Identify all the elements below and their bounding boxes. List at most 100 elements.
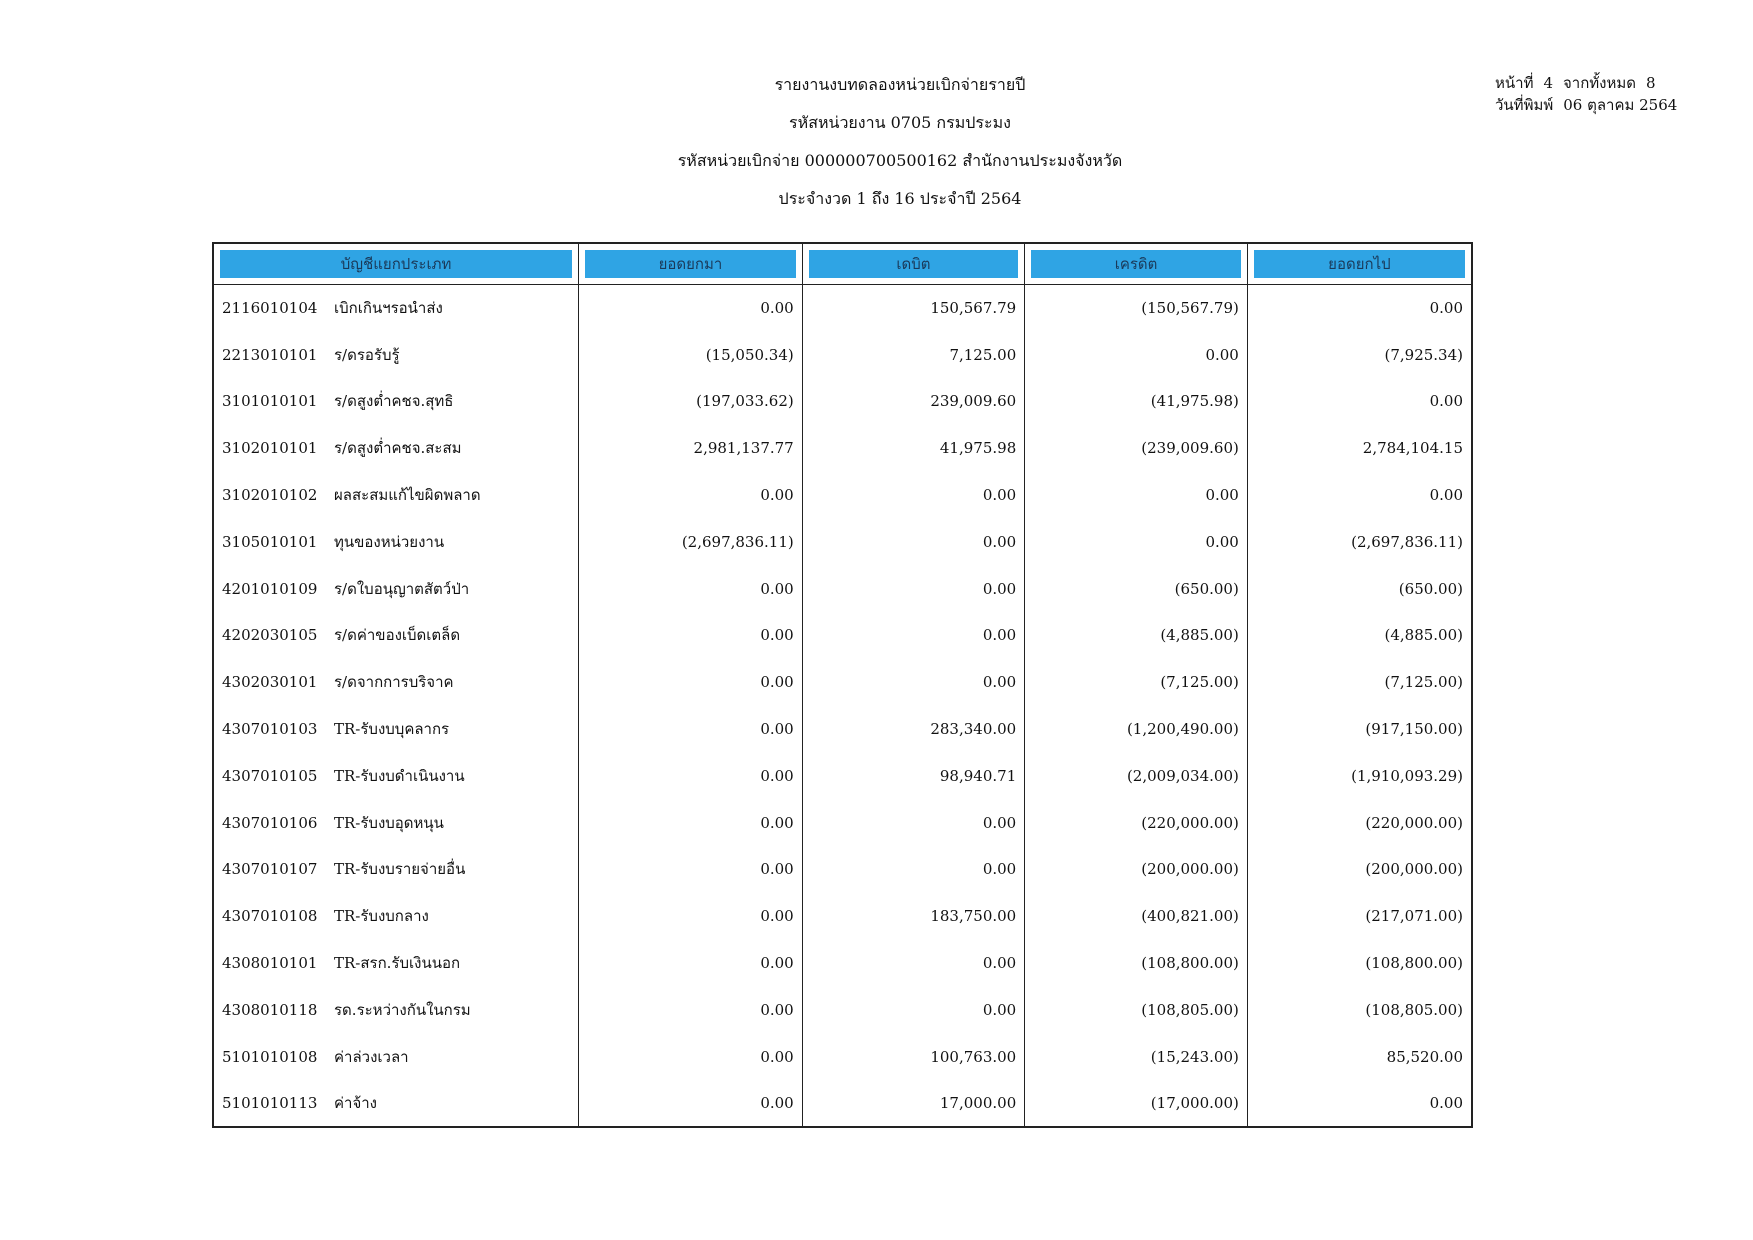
account-code: 3101010101 [222,392,318,411]
account-name: เบิกเกินฯรอนำส่ง [334,299,443,318]
account-cell: 4308010118 รด.ระหว่างกันในกรม [212,986,580,1034]
credit-cell: 0.00 [1024,471,1248,519]
carried-forward-cell: 2,784,104.15 [1246,424,1473,472]
column-header-account: บัญชีแยกประเภท [212,242,580,285]
brought-forward-cell: 0.00 [578,284,803,332]
column-header-credit: เครดิต [1024,242,1248,285]
account-code: 3102010102 [222,486,318,505]
credit-cell: (239,009.60) [1024,424,1248,472]
column-header-debit: เดบิต [801,242,1026,285]
table-row: 4307010105 TR-รับงบดำเนินงาน 0.00 98,940.71… [212,752,1473,800]
debit-cell: 0.00 [801,658,1026,706]
account-name: ร/ดจากการบริจาค [334,673,454,692]
credit-cell: 0.00 [1024,331,1248,379]
report-header: รายงานงบทดลองหน่วยเบิกจ่ายรายปี รหัสหน่ว… [500,66,1300,218]
brought-forward-cell: 0.00 [578,471,803,519]
brought-forward-cell: 0.00 [578,1080,803,1127]
account-cell: 4202030105 ร/ดค่าของเบ็ดเตล็ด [212,612,580,659]
account-code: 4308010101 [222,954,318,973]
table-row: 4202030105 ร/ดค่าของเบ็ดเตล็ด 0.00 0.00 (4,8… [212,612,1473,659]
agency-code: รหัสหน่วยงาน 0705 กรมประมง [789,113,1011,132]
table-row: 3102010101 ร/ดสูงต่ำคชจ.สะสม 2,981,137.77 4… [212,424,1473,472]
carried-forward-cell: (2,697,836.11) [1246,518,1473,566]
total-label: จากทั้งหมด [1563,74,1637,92]
table-row: 3105010101 ทุนของหน่วยงาน (2,697,836.11) 0.… [212,518,1473,566]
account-name: ร/ดค่าของเบ็ดเตล็ด [334,626,461,645]
credit-cell: (400,821.00) [1024,892,1248,940]
carried-forward-cell: 85,520.00 [1246,1033,1473,1081]
brought-forward-cell: (2,697,836.11) [578,518,803,566]
account-cell: 3102010102 ผลสะสมแก้ไขผิดพลาด [212,471,580,519]
credit-cell: (2,009,034.00) [1024,752,1248,800]
account-cell: 3101010101 ร/ดสูงต่ำคชจ.สุทธิ [212,378,580,425]
debit-cell: 7,125.00 [801,331,1026,379]
account-name: ค่าล่วงเวลา [334,1047,409,1066]
carried-forward-cell: 0.00 [1246,1080,1473,1127]
credit-cell: (200,000.00) [1024,846,1248,893]
column-header-brought-forward: ยอดยกมา [578,242,803,285]
carried-forward-cell: (220,000.00) [1246,799,1473,847]
credit-cell: 0.00 [1024,518,1248,566]
account-code: 4307010105 [222,766,318,785]
credit-cell: (650.00) [1024,565,1248,613]
carried-forward-cell: (108,800.00) [1246,939,1473,987]
table-row: 4307010107 TR-รับงบรายจ่ายอื่น 0.00 0.00 (20… [212,846,1473,893]
brought-forward-cell: 2,981,137.77 [578,424,803,472]
account-name: ร/ดรอรับรู้ [334,345,400,364]
account-name: ร/ดสูงต่ำคชจ.สะสม [334,439,462,458]
table-row: 3102010102 ผลสะสมแก้ไขผิดพลาด 0.00 0.00 0.00… [212,471,1473,519]
table-row: 4302030101 ร/ดจากการบริจาค 0.00 0.00 (7,125.… [212,658,1473,706]
table-row: 4201010109 ร/ดใบอนุญาตสัตว์ป่า 0.00 0.00 (65… [212,565,1473,613]
print-date: 06 ตุลาคม 2564 [1563,96,1678,114]
page-number-row: หน้าที่ 4 จากทั้งหมด 8 [1495,72,1725,94]
carried-forward-cell: (200,000.00) [1246,846,1473,893]
account-name: ผลสะสมแก้ไขผิดพลาด [334,486,481,505]
table-row: 2213010101 ร/ดรอรับรู้ (15,050.34) 7,125.00… [212,331,1473,379]
account-code: 4202030105 [222,626,318,645]
account-cell: 4307010103 TR-รับงบบุคลากร [212,705,580,753]
account-code: 4308010118 [222,1000,318,1019]
account-name: TR-สรก.รับเงินนอก [334,954,461,973]
account-code: 4302030101 [222,673,318,692]
account-cell: 4307010105 TR-รับงบดำเนินงาน [212,752,580,800]
debit-cell: 98,940.71 [801,752,1026,800]
debit-cell: 150,567.79 [801,284,1026,332]
account-name: TR-รับงบดำเนินงาน [334,766,465,785]
debit-cell: 0.00 [801,471,1026,519]
credit-cell: (7,125.00) [1024,658,1248,706]
carried-forward-cell: 0.00 [1246,284,1473,332]
credit-cell: (108,805.00) [1024,986,1248,1034]
credit-cell: (17,000.00) [1024,1080,1248,1127]
brought-forward-cell: 0.00 [578,986,803,1034]
account-cell: 2116010104 เบิกเกินฯรอนำส่ง [212,284,580,332]
page-info: หน้าที่ 4 จากทั้งหมด 8 วันที่พิมพ์ 06 ตุลาคม… [1495,72,1725,116]
account-cell: 4307010106 TR-รับงบอุดหนุน [212,799,580,847]
account-name: TR-รับงบกลาง [334,907,429,926]
account-name: TR-รับงบบุคลากร [334,720,450,739]
table-row: 5101010108 ค่าล่วงเวลา 0.00 100,763.00 (15,2… [212,1033,1473,1081]
brought-forward-cell: 0.00 [578,705,803,753]
account-cell: 5101010108 ค่าล่วงเวลา [212,1033,580,1081]
account-code: 4307010106 [222,813,318,832]
account-code: 5101010108 [222,1047,318,1066]
account-code: 4307010107 [222,860,318,879]
table-row: 4308010101 TR-สรก.รับเงินนอก 0.00 0.00 (108,… [212,939,1473,987]
account-name: TR-รับงบอุดหนุน [334,813,444,832]
account-code: 4201010109 [222,579,318,598]
page-label: หน้าที่ [1495,74,1534,92]
table-row: 3101010101 ร/ดสูงต่ำคชจ.สุทธิ (197,033.62)… [212,378,1473,425]
account-code: 5101010113 [222,1093,318,1112]
debit-cell: 41,975.98 [801,424,1026,472]
account-code: 4307010103 [222,720,318,739]
credit-cell: (15,243.00) [1024,1033,1248,1081]
carried-forward-cell: (217,071.00) [1246,892,1473,940]
column-header-carried-forward: ยอดยกไป [1246,242,1473,285]
brought-forward-cell: (15,050.34) [578,331,803,379]
credit-cell: (1,200,490.00) [1024,705,1248,753]
brought-forward-cell: 0.00 [578,565,803,613]
table-row: 4308010118 รด.ระหว่างกันในกรม 0.00 0.00 (108… [212,986,1473,1034]
account-cell: 3105010101 ทุนของหน่วยงาน [212,518,580,566]
debit-cell: 0.00 [801,518,1026,566]
account-name: ร/ดสูงต่ำคชจ.สุทธิ [334,392,454,411]
brought-forward-cell: 0.00 [578,612,803,659]
